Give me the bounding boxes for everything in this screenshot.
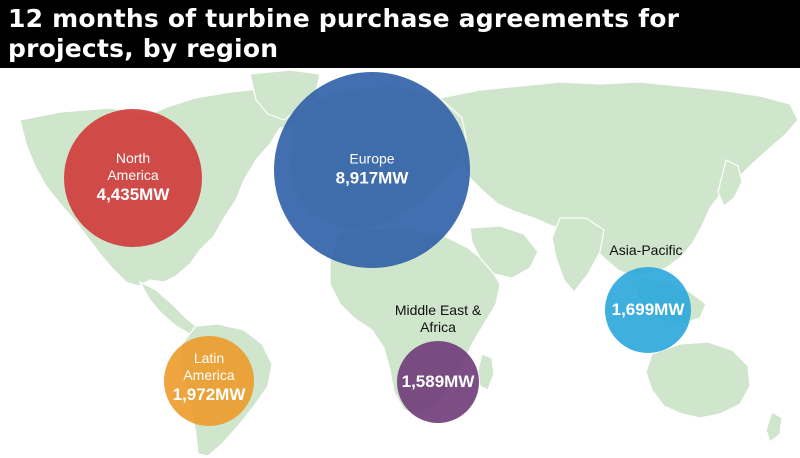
map-title: 12 months of turbine purchase agreements… — [8, 4, 680, 63]
landmass-madagascar — [477, 353, 495, 391]
region-value-latin-america: 1,972MW — [172, 385, 246, 404]
landmass-new-zealand — [765, 411, 783, 444]
region-label-north-america: North America 4,435MW — [93, 150, 173, 206]
region-value-north-america: 4,435MW — [96, 185, 170, 204]
region-bubble-latin-america — [164, 336, 254, 426]
region-label-europe: Europe 8,917MW — [336, 151, 409, 190]
landmass-japan — [717, 159, 743, 207]
region-label-middle-east-africa-value: 1,589MW — [402, 371, 475, 393]
landmass-india — [551, 217, 605, 293]
region-label-latin-america: Latin America 1,972MW — [173, 350, 246, 406]
region-name-middle-east-africa: Middle East & Africa — [394, 302, 482, 335]
region-name-europe: Europe — [349, 150, 395, 167]
title-bar: 12 months of turbine purchase agreements… — [0, 0, 800, 68]
landmass-central-america — [138, 280, 197, 335]
region-value-asia-pacific: 1,699MW — [611, 300, 685, 319]
region-bubble-north-america — [64, 109, 202, 247]
region-value-europe: 8,917MW — [335, 168, 409, 188]
landmass-asia — [438, 81, 799, 277]
landmass-arabia — [469, 225, 539, 279]
region-name-latin-america: Latin America — [183, 350, 235, 383]
region-name-asia-pacific: Asia-Pacific — [609, 242, 683, 258]
region-bubble-asia-pacific — [605, 267, 691, 353]
region-bubble-middle-east-africa — [397, 341, 479, 423]
landmass-australia — [645, 341, 751, 419]
region-name-north-america: North America — [107, 150, 159, 183]
region-label-asia-pacific-value: 1,699MW — [612, 299, 685, 321]
region-bubble-europe — [274, 72, 470, 268]
region-value-middle-east-africa: 1,589MW — [401, 372, 475, 391]
